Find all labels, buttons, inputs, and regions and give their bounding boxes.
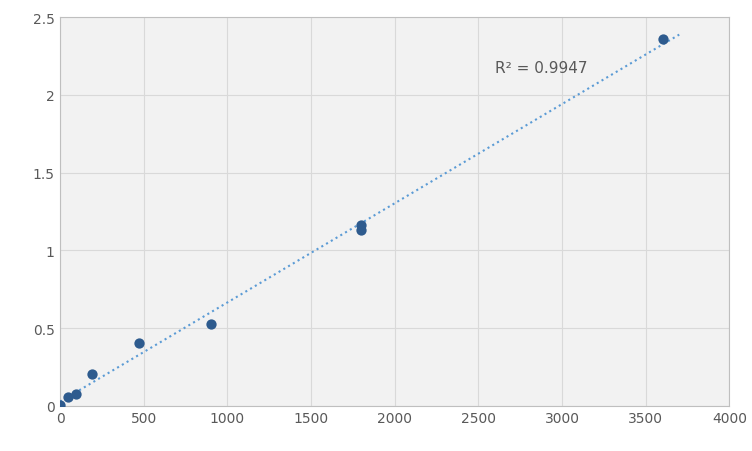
Point: [132, 340, 144, 347]
Point: [355, 222, 367, 230]
Point: [54, 401, 66, 409]
Point: [355, 227, 367, 234]
Point: [62, 394, 74, 401]
Point: [656, 36, 669, 43]
Point: [70, 391, 82, 398]
Text: R² = 0.9947: R² = 0.9947: [495, 60, 588, 75]
Point: [205, 321, 217, 328]
Point: [86, 370, 98, 377]
